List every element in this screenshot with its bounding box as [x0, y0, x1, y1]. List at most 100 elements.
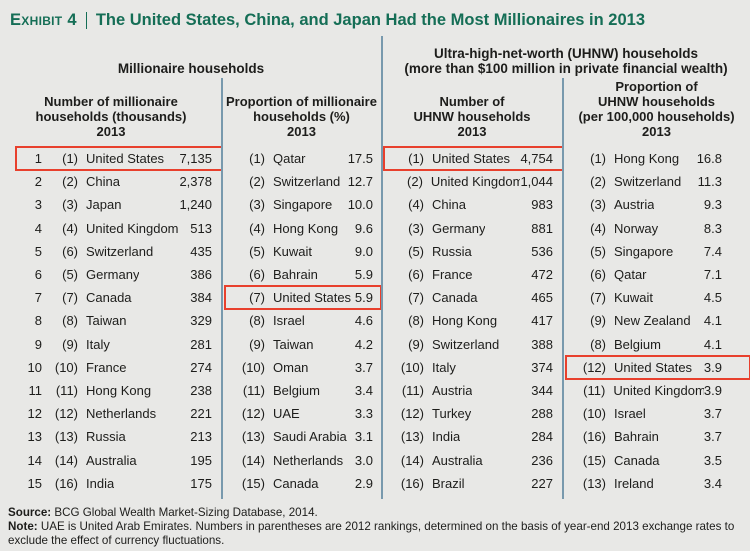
rank-2012: (3) [408, 220, 424, 236]
table-row: (6) France 472 [384, 263, 563, 286]
table-row: 9 (9) Italy 281 [16, 333, 222, 356]
rank-2012: (6) [590, 267, 606, 283]
rank-2012: (1) [249, 151, 265, 167]
value: 175 [190, 475, 212, 491]
rank-2012: (8) [408, 313, 424, 329]
country-name: Switzerland [432, 336, 500, 352]
rank-2012: (9) [249, 336, 265, 352]
value: 3.9 [703, 359, 722, 375]
country-name: Germany [86, 267, 140, 283]
country-name: Israel [273, 313, 305, 329]
country-name: Oman [273, 359, 309, 375]
rank-2012: (5) [408, 243, 424, 259]
rank-2012: (7) [590, 290, 606, 306]
table-row: (4) Hong Kong 9.6 [225, 217, 381, 240]
country-name: Canada [273, 475, 319, 491]
country-name: UAE [273, 406, 300, 422]
table-row: 3 (3) Japan 1,240 [16, 193, 222, 216]
value: 4.1 [703, 313, 722, 329]
country-name: United States [273, 290, 352, 306]
value: 12.7 [347, 174, 373, 190]
country-name: France [86, 359, 127, 375]
value: 11.3 [697, 174, 722, 190]
value: 3.0 [354, 452, 373, 468]
rank-2012: (5) [62, 267, 78, 283]
rank-2013: 12 [27, 406, 42, 422]
country-name: Norway [614, 220, 659, 236]
value: 9.3 [703, 197, 722, 213]
section-header-1: Ultra-high-net-worth (UHNW) households (m… [382, 46, 750, 76]
country-name: Netherlands [273, 452, 344, 468]
value: 3.3 [354, 406, 373, 422]
table-row: (4) Norway 8.3 [566, 217, 750, 240]
value: 881 [531, 220, 553, 236]
value: 472 [531, 267, 553, 283]
column-header-line: (per 100,000 households) [578, 109, 735, 124]
table-row: (16) Brazil 227 [384, 472, 563, 495]
footnotes: Source: BCG Global Wealth Market-Sizing … [0, 506, 750, 549]
country-name: United Kingdom [430, 174, 521, 190]
value: 7.4 [703, 243, 722, 259]
value: 195 [190, 452, 212, 468]
table-row: (6) Bahrain 5.9 [225, 263, 381, 286]
country-name: Switzerland [273, 174, 341, 190]
table-row-highlighted: (7) United States 5.9 [224, 285, 382, 311]
table-row: (5) Kuwait 9.0 [225, 240, 381, 263]
country-name: India [432, 429, 461, 445]
value: 8.3 [703, 220, 722, 236]
rank-2012: (1) [62, 151, 78, 167]
value: 284 [531, 429, 553, 445]
rank-2012: (16) [54, 475, 78, 491]
value: 17.5 [347, 151, 373, 167]
value: 465 [531, 290, 553, 306]
rank-2012: (13) [54, 429, 78, 445]
country-name: Kuwait [273, 243, 313, 259]
table-row: 4 (4) United Kingdom 513 [16, 217, 222, 240]
value: 513 [190, 220, 212, 236]
rank-2012: (8) [62, 313, 78, 329]
column-rows: (1) Hong Kong 16.8 (2) Switzerland 11.3 (3) Aus… [563, 144, 750, 499]
value: 4.6 [354, 313, 373, 329]
rank-2012: (12) [241, 406, 265, 422]
rank-2013: 14 [27, 452, 42, 468]
section-header-line: Ultra-high-net-worth (UHNW) households [434, 46, 698, 61]
country-name: United States [432, 151, 511, 167]
country-name: India [86, 475, 115, 491]
rank-2012: (11) [583, 382, 606, 398]
table-row: (14) Australia 236 [384, 448, 563, 471]
table-row: 15 (16) India 175 [16, 472, 222, 495]
value: 10.0 [347, 197, 373, 213]
rank-2013: 13 [27, 429, 42, 445]
country-name: Hong Kong [273, 220, 339, 236]
table-row-highlighted: 1 (1) United States 7,135 [15, 145, 223, 172]
section-headers: Millionaire households Ultra-high-net-wor… [0, 36, 750, 79]
rank-2012: (15) [241, 475, 265, 491]
country-name: Bahrain [614, 429, 659, 445]
country-name: Australia [86, 452, 137, 468]
central-divider [381, 36, 383, 499]
table-row: (11) Belgium 3.4 [225, 379, 381, 402]
source-text: BCG Global Wealth Market-Sizing Database… [51, 505, 318, 519]
column-divider-left [221, 78, 223, 499]
table-row: (5) Singapore 7.4 [566, 240, 750, 263]
value: 435 [190, 243, 212, 259]
rank-2012: (4) [62, 220, 78, 236]
table-row: (3) Singapore 10.0 [225, 193, 381, 216]
rank-2012: (16) [400, 475, 424, 491]
value: 236 [531, 452, 553, 468]
value: 3.5 [703, 452, 722, 468]
table-row: (13) Ireland 3.4 [566, 472, 750, 495]
rank-2012: (4) [590, 220, 606, 236]
table-row: (5) Russia 536 [384, 240, 563, 263]
table-row: (13) Saudi Arabia 3.1 [225, 425, 381, 448]
value: 344 [531, 382, 553, 398]
value: 288 [531, 406, 553, 422]
rank-2012: (3) [590, 197, 606, 213]
column-header-line: households (%) [253, 109, 350, 124]
country-name: France [432, 267, 473, 283]
column-header: Proportion of millionaire households (%) 2… [222, 79, 381, 144]
country-name: Hong Kong [86, 382, 152, 398]
country-name: Russia [86, 429, 126, 445]
table-row: 6 (5) Germany 386 [16, 263, 222, 286]
